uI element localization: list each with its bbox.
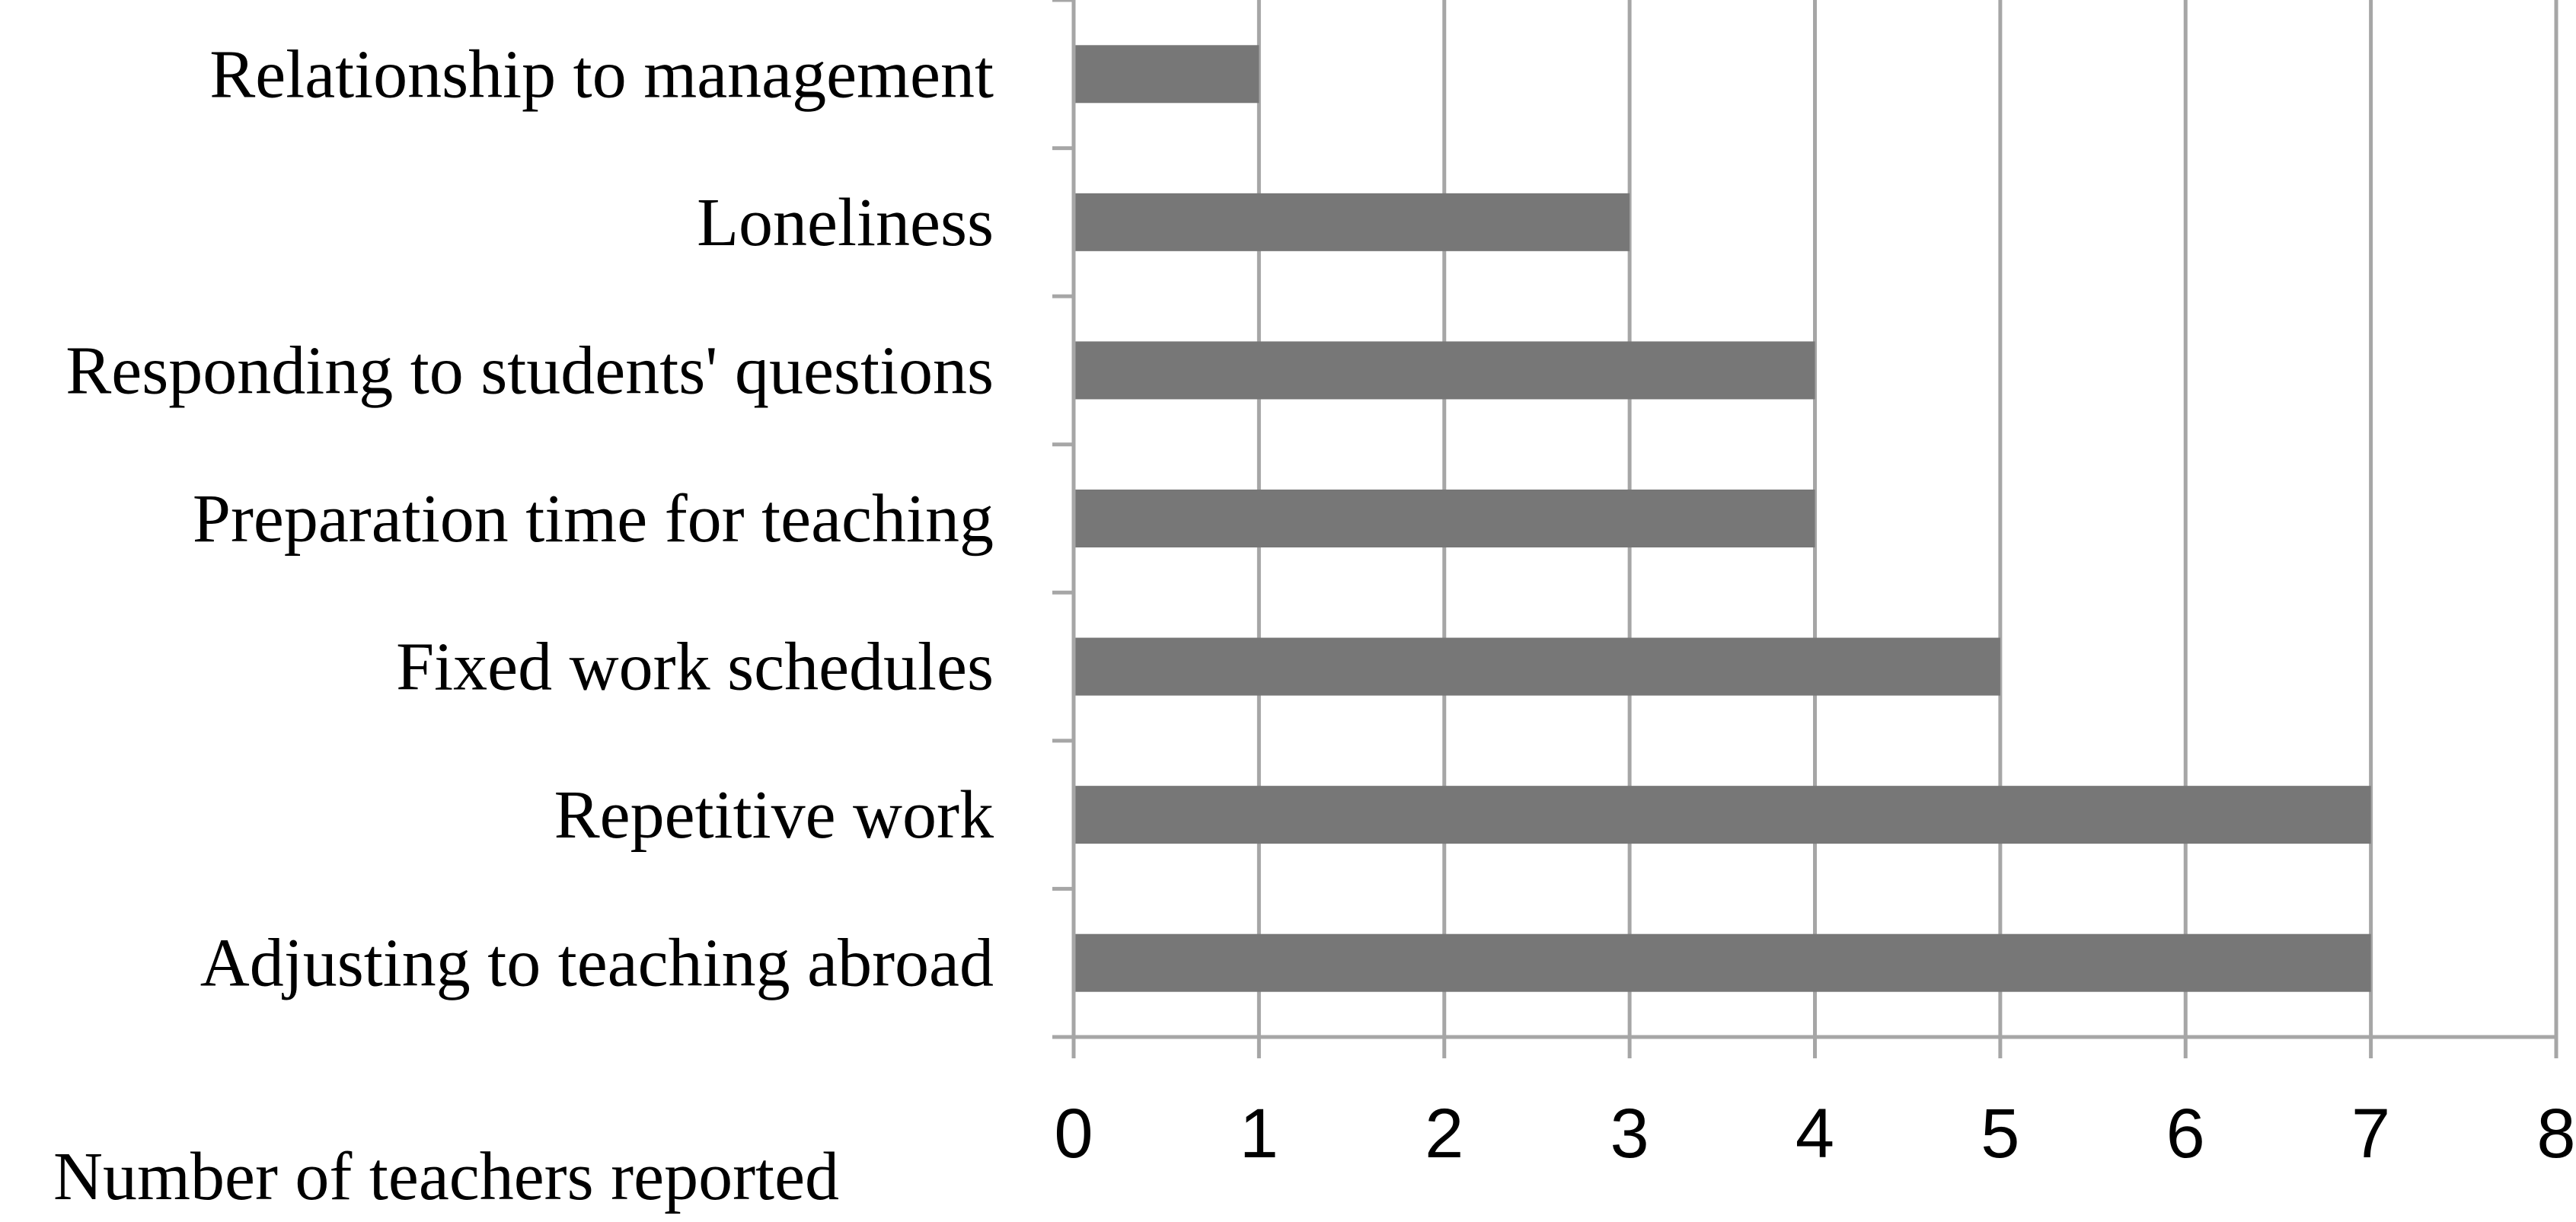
- bar: [1074, 933, 2371, 992]
- bar: [1074, 45, 1259, 104]
- x-tick-label: 1: [1240, 1095, 1278, 1173]
- axes: [1052, 0, 2556, 1058]
- x-tick-labels: 0 1 2 3 4 5 6 7 8: [1054, 1095, 2575, 1173]
- x-tick-label: 8: [2536, 1095, 2575, 1173]
- bar: [1074, 341, 1815, 400]
- category-label: Preparation time for teaching: [193, 481, 994, 557]
- bars: [1074, 45, 2371, 992]
- x-tick-label: 5: [1981, 1095, 2019, 1173]
- x-tick-label: 6: [2166, 1095, 2205, 1173]
- category-label: Repetitive work: [554, 777, 994, 853]
- x-tick-label: 0: [1054, 1095, 1093, 1173]
- bar: [1074, 786, 2371, 844]
- bar: [1074, 637, 2000, 696]
- x-tick-label: 3: [1610, 1095, 1649, 1173]
- x-tick-label: 2: [1425, 1095, 1464, 1173]
- x-tick-label: 7: [2351, 1095, 2390, 1173]
- x-tick-label: 4: [1796, 1095, 1834, 1173]
- category-labels: Relationship to management Loneliness Resp…: [65, 37, 994, 1000]
- category-label: Fixed work schedules: [396, 630, 994, 705]
- category-label: Responding to students' questions: [65, 333, 994, 408]
- category-label: Adjusting to teaching abroad: [200, 926, 994, 1001]
- category-label: Loneliness: [697, 185, 994, 260]
- x-axis-title: Number of teachers reported: [53, 1139, 839, 1214]
- bar: [1074, 193, 1630, 251]
- category-label: Relationship to management: [209, 37, 994, 112]
- bar: [1074, 490, 1815, 547]
